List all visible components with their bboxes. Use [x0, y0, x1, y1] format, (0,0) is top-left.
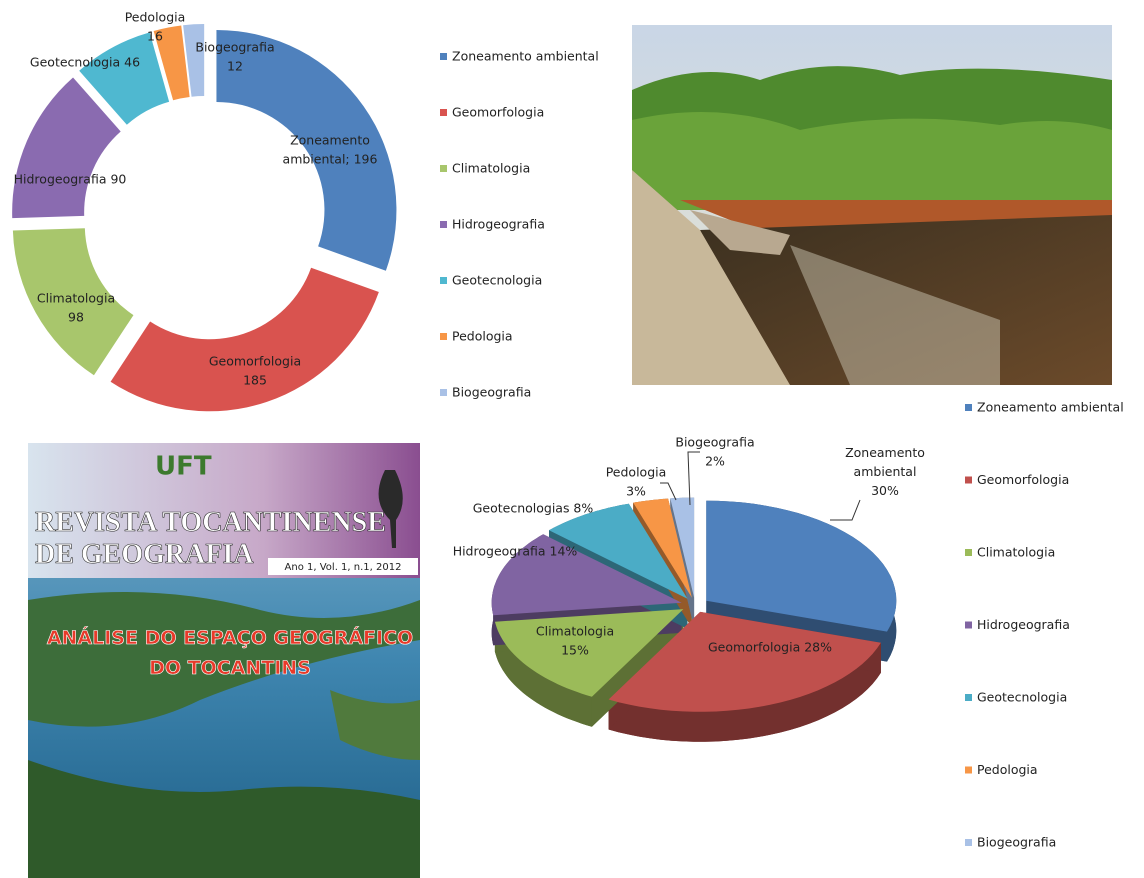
cover-headline: ANÁLISE DO ESPAÇO GEOGRÁFICO DO TOCANTINS	[47, 626, 413, 679]
magazine-cover: UFT REVISTA TOCANTINENSE DE GEOGRAFIA Ano…	[28, 443, 420, 878]
data-label: Geomorfologia 28%	[708, 640, 832, 655]
donut-slice	[153, 25, 190, 101]
legend-swatch	[965, 694, 972, 701]
legend-swatch	[440, 221, 447, 228]
legend-label: Hidrogeografia	[452, 217, 545, 232]
leader-line	[830, 499, 861, 521]
pie-slice	[549, 503, 688, 599]
legend-swatch	[965, 766, 972, 774]
donut-slice	[216, 29, 397, 271]
data-label: Hidrogeografia 14%	[453, 544, 578, 559]
legend-swatch	[440, 333, 447, 340]
pie-slice	[608, 611, 881, 712]
pie-tops	[491, 497, 897, 712]
pie-slice	[633, 498, 692, 598]
legend-label: Pedologia	[977, 762, 1038, 777]
legend-label: Geotecnologia	[452, 273, 542, 288]
legend-swatch	[965, 549, 972, 556]
legend-label: Pedologia	[452, 329, 513, 344]
pie-slice	[706, 500, 897, 632]
legend-label: Biogeografia	[977, 835, 1056, 850]
cover-publisher: UFT	[155, 452, 212, 482]
data-label: Biogeografia 2%	[675, 434, 754, 468]
legend-swatch	[965, 476, 972, 484]
legend-swatch	[440, 53, 447, 60]
donut-slice	[110, 267, 379, 412]
data-label: Climatologia 15%	[536, 623, 614, 657]
leader-line	[687, 451, 700, 506]
pie-slice	[491, 534, 682, 616]
legend-label: Climatologia	[452, 161, 530, 176]
donut-slice	[79, 32, 170, 125]
data-label: Zoneamento ambiental 30%	[845, 445, 925, 498]
legend-swatch	[965, 839, 972, 846]
pie-slice	[494, 609, 684, 697]
legend-swatch	[440, 277, 447, 284]
data-label: Biogeografia 12	[195, 39, 274, 73]
legend-label: Geomorfologia	[452, 105, 544, 120]
legend-swatch	[965, 621, 972, 629]
data-label: Geomorfologia 185	[209, 353, 301, 387]
legend-swatch	[440, 165, 447, 172]
cover-title: REVISTA TOCANTINENSE DE GEOGRAFIA	[35, 507, 386, 570]
slice-side	[494, 621, 592, 727]
legend-swatch	[965, 404, 972, 411]
data-label: Pedologia 16	[125, 9, 186, 43]
legend-label: Hidrogeografia	[977, 617, 1070, 632]
data-label: Zoneamento ambiental; 196	[283, 132, 378, 166]
photo	[632, 25, 1112, 385]
legend-label: Zoneamento ambiental	[452, 49, 599, 64]
legend-label: Zoneamento ambiental	[977, 400, 1124, 415]
legend-label: Biogeografia	[452, 385, 531, 400]
donut-slice	[12, 77, 121, 219]
legend-label: Geotecnologia	[977, 690, 1067, 705]
data-label: Climatologia 98	[37, 290, 115, 324]
pie-slice	[670, 497, 695, 598]
donut-slice	[183, 24, 205, 97]
legend-label: Climatologia	[977, 545, 1055, 560]
data-label: Geotecnologias 8%	[473, 501, 594, 516]
donut-slice	[12, 228, 134, 376]
legend-label: Geomorfologia	[977, 472, 1069, 487]
slice-side	[608, 642, 881, 742]
legend-swatch	[440, 109, 447, 116]
legend-swatch	[440, 389, 447, 396]
leader-line	[660, 482, 677, 501]
data-label: Geotecnologia 46	[30, 55, 140, 70]
data-label: Pedologia 3%	[606, 464, 667, 498]
cover-issue: Ano 1, Vol. 1, n.1, 2012	[285, 562, 402, 573]
data-label: Hidrogeografia 90	[14, 172, 127, 187]
